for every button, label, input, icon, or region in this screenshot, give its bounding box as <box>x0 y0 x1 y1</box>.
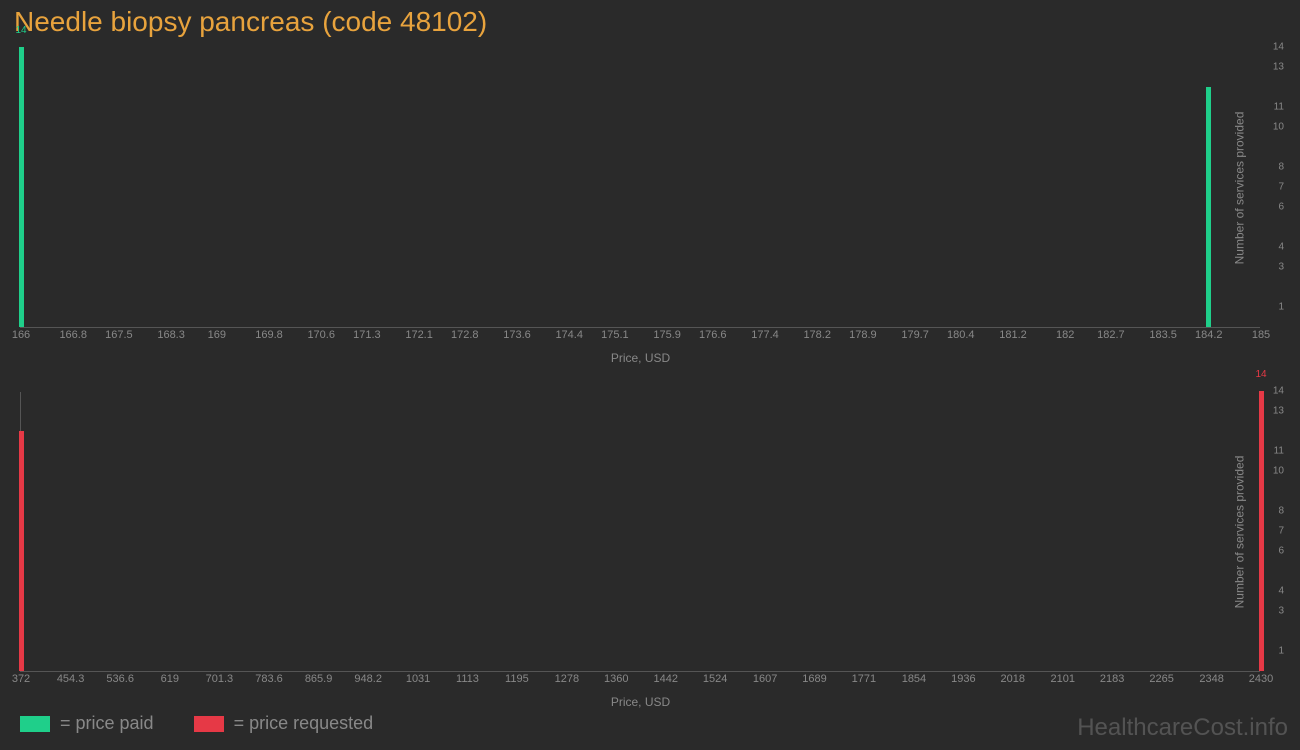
y-tick-label: 4 <box>1278 242 1284 253</box>
x-tick-label: 1031 <box>406 673 430 685</box>
y-tick-label: 6 <box>1278 546 1284 557</box>
y-tick-label: 11 <box>1274 102 1284 113</box>
x-tick-label: 171.3 <box>353 329 381 341</box>
y-tick-label: 3 <box>1278 262 1284 273</box>
x-tick-label: 182.7 <box>1097 329 1125 341</box>
x-tick-label: 2018 <box>1001 673 1025 685</box>
x-tick-label: 174.4 <box>555 329 583 341</box>
x-tick-label: 184.2 <box>1195 329 1223 341</box>
chart-area: 14 <box>21 392 1260 671</box>
x-tick-label: 1442 <box>653 673 677 685</box>
x-tick-label: 176.6 <box>699 329 727 341</box>
x-tick-label: 2430 <box>1249 673 1273 685</box>
y-tick-label: 10 <box>1273 466 1284 477</box>
x-tick-label: 180.4 <box>947 329 975 341</box>
x-tick-label: 170.6 <box>307 329 335 341</box>
x-tick-label: 2101 <box>1051 673 1075 685</box>
x-tick-label: 454.3 <box>57 673 85 685</box>
y-tick-label: 7 <box>1278 182 1284 193</box>
x-tick-label: 168.3 <box>157 329 185 341</box>
x-tick-label: 1360 <box>604 673 628 685</box>
x-tick-label: 166.8 <box>59 329 87 341</box>
chart-price-requested: 14 372454.3536.6619701.3783.6865.9948.21… <box>20 392 1260 672</box>
x-axis-label: Price, USD <box>21 695 1260 709</box>
x-tick-label: 185 <box>1252 329 1270 341</box>
x-tick-label: 167.5 <box>105 329 133 341</box>
x-tick-label: 1854 <box>902 673 926 685</box>
x-axis-label: Price, USD <box>21 351 1260 365</box>
y-axis-label: Number of services provided <box>1233 111 1247 264</box>
x-tick-label: 1936 <box>951 673 975 685</box>
y-ticks: 13467810111314 <box>1264 392 1284 671</box>
bar <box>1259 391 1264 671</box>
legend-swatch <box>194 716 224 732</box>
y-tick-label: 13 <box>1273 406 1284 417</box>
chart-price-paid: 14 166166.8167.5168.3169169.8170.6171.31… <box>20 48 1260 328</box>
x-tick-label: 783.6 <box>255 673 283 685</box>
x-tick-label: 372 <box>12 673 30 685</box>
chart-title: Needle biopsy pancreas (code 48102) <box>14 6 487 38</box>
y-tick-label: 11 <box>1274 446 1284 457</box>
legend: = price paid = price requested <box>20 713 373 734</box>
x-ticks: 372454.3536.6619701.3783.6865.9948.21031… <box>21 673 1260 689</box>
x-tick-label: 172.8 <box>451 329 479 341</box>
y-tick-label: 6 <box>1278 202 1284 213</box>
legend-item: = price requested <box>194 713 374 734</box>
y-tick-label: 7 <box>1278 526 1284 537</box>
x-tick-label: 178.9 <box>849 329 877 341</box>
x-tick-label: 2265 <box>1149 673 1173 685</box>
bar <box>19 431 24 671</box>
y-tick-label: 1 <box>1278 302 1284 313</box>
x-tick-label: 173.6 <box>503 329 531 341</box>
x-tick-label: 183.5 <box>1149 329 1177 341</box>
y-ticks: 13467810111314 <box>1264 48 1284 327</box>
x-tick-label: 175.1 <box>601 329 629 341</box>
chart-area: 14 <box>21 48 1260 327</box>
x-tick-label: 701.3 <box>206 673 234 685</box>
x-tick-label: 1524 <box>703 673 727 685</box>
y-tick-label: 4 <box>1278 586 1284 597</box>
y-tick-label: 14 <box>1273 386 1284 397</box>
bar-value-label: 14 <box>1255 369 1266 380</box>
y-tick-label: 13 <box>1273 62 1284 73</box>
y-tick-label: 10 <box>1273 122 1284 133</box>
x-tick-label: 1771 <box>852 673 876 685</box>
x-tick-label: 169.8 <box>255 329 283 341</box>
y-tick-label: 8 <box>1278 506 1284 517</box>
x-tick-label: 1278 <box>555 673 579 685</box>
x-tick-label: 2348 <box>1199 673 1223 685</box>
x-tick-label: 182 <box>1056 329 1074 341</box>
x-tick-label: 865.9 <box>305 673 333 685</box>
bar-value-label: 14 <box>15 25 26 36</box>
y-tick-label: 1 <box>1278 646 1284 657</box>
x-tick-label: 175.9 <box>653 329 681 341</box>
bar <box>19 47 24 327</box>
x-tick-label: 1195 <box>505 673 529 685</box>
x-ticks: 166166.8167.5168.3169169.8170.6171.3172.… <box>21 329 1260 345</box>
x-tick-label: 1689 <box>802 673 826 685</box>
legend-label: = price requested <box>234 713 374 734</box>
y-axis-label: Number of services provided <box>1233 455 1247 608</box>
legend-item: = price paid <box>20 713 154 734</box>
x-tick-label: 1113 <box>456 673 479 685</box>
x-tick-label: 166 <box>12 329 30 341</box>
x-tick-label: 172.1 <box>405 329 433 341</box>
y-tick-label: 8 <box>1278 162 1284 173</box>
x-tick-label: 177.4 <box>751 329 779 341</box>
x-tick-label: 1607 <box>753 673 777 685</box>
x-tick-label: 619 <box>161 673 179 685</box>
legend-label: = price paid <box>60 713 154 734</box>
x-tick-label: 948.2 <box>354 673 382 685</box>
bar <box>1206 87 1211 327</box>
x-tick-label: 178.2 <box>803 329 831 341</box>
y-tick-label: 3 <box>1278 606 1284 617</box>
x-tick-label: 169 <box>208 329 226 341</box>
x-tick-label: 179.7 <box>901 329 929 341</box>
x-tick-label: 181.2 <box>999 329 1027 341</box>
y-tick-label: 14 <box>1273 42 1284 53</box>
legend-swatch <box>20 716 50 732</box>
watermark: HealthcareCost.info <box>1077 714 1288 742</box>
x-tick-label: 2183 <box>1100 673 1124 685</box>
x-tick-label: 536.6 <box>106 673 134 685</box>
